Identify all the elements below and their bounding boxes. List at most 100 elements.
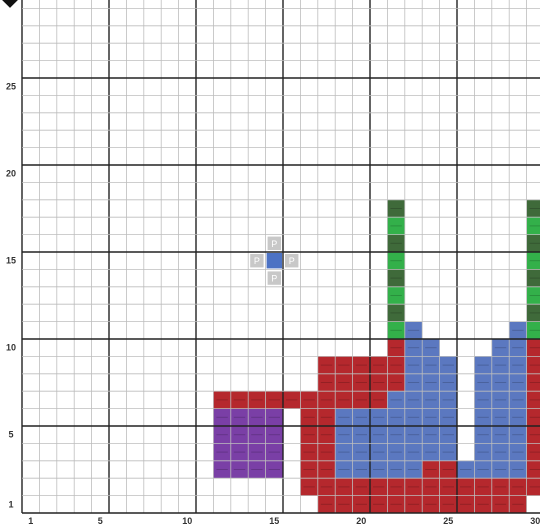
board-cell[interactable] — [317, 460, 336, 479]
board-cell[interactable] — [474, 478, 492, 496]
board-cell[interactable] — [335, 495, 353, 513]
board-cell[interactable] — [491, 356, 510, 374]
board-cell[interactable] — [422, 373, 440, 392]
board-cell[interactable] — [335, 391, 353, 409]
board-cell[interactable] — [387, 356, 405, 374]
board-cell[interactable] — [265, 426, 283, 444]
board-cell[interactable] — [300, 391, 318, 409]
board-cell[interactable] — [526, 460, 540, 479]
board-cell[interactable] — [352, 373, 370, 392]
board-cell[interactable] — [491, 478, 510, 496]
board-cell[interactable] — [526, 304, 540, 322]
board-cell[interactable] — [213, 391, 231, 409]
board-cell[interactable] — [422, 391, 440, 409]
board-cell[interactable] — [491, 339, 510, 357]
board-cell[interactable] — [404, 373, 423, 392]
board-cell[interactable] — [317, 356, 336, 374]
board-cell[interactable] — [526, 286, 540, 305]
board-cell[interactable] — [317, 495, 336, 513]
board-cell[interactable] — [474, 356, 492, 374]
board-cell[interactable] — [370, 495, 388, 513]
board-cell[interactable] — [370, 443, 388, 461]
placement-hint[interactable] — [267, 236, 281, 250]
board-cell[interactable] — [422, 426, 440, 444]
board-cell[interactable] — [439, 460, 457, 479]
board-cell[interactable] — [387, 495, 405, 513]
board-cell[interactable] — [317, 443, 336, 461]
board-cell[interactable] — [300, 443, 318, 461]
board-cell[interactable] — [457, 495, 475, 513]
board-cell[interactable] — [491, 408, 510, 426]
board-cell[interactable] — [422, 495, 440, 513]
board-cell[interactable] — [248, 426, 266, 444]
board-cell[interactable] — [387, 408, 405, 426]
board-cell[interactable] — [509, 321, 527, 339]
board-cell[interactable] — [352, 356, 370, 374]
board-cell[interactable] — [509, 478, 527, 496]
board-cell[interactable] — [491, 495, 510, 513]
board-cell[interactable] — [526, 234, 540, 252]
board-cell[interactable] — [352, 495, 370, 513]
board-cell[interactable] — [352, 478, 370, 496]
board-cell[interactable] — [509, 443, 527, 461]
board-cell[interactable] — [265, 391, 283, 409]
board-cell[interactable] — [509, 391, 527, 409]
board-cell[interactable] — [387, 460, 405, 479]
placement-hint[interactable] — [250, 254, 264, 268]
board-cell[interactable] — [404, 426, 423, 444]
board-cell[interactable] — [439, 478, 457, 496]
board-cell[interactable] — [404, 460, 423, 479]
board-cell[interactable] — [248, 408, 266, 426]
board-cell[interactable] — [230, 408, 249, 426]
board-cell[interactable] — [230, 426, 249, 444]
board-cell[interactable] — [509, 373, 527, 392]
board-cell[interactable] — [317, 373, 336, 392]
board-cell[interactable] — [387, 443, 405, 461]
board-cell[interactable] — [439, 408, 457, 426]
board-cell[interactable] — [387, 321, 405, 339]
board-cell[interactable] — [352, 391, 370, 409]
board-cell[interactable] — [474, 426, 492, 444]
board-cell[interactable] — [404, 478, 423, 496]
board-cell[interactable] — [265, 408, 283, 426]
board-cell[interactable] — [387, 304, 405, 322]
board-cell[interactable] — [439, 391, 457, 409]
board-cell[interactable] — [317, 408, 336, 426]
board-cell[interactable] — [491, 443, 510, 461]
board-cell[interactable] — [387, 199, 405, 218]
board-cell[interactable] — [352, 408, 370, 426]
board-cell[interactable] — [387, 234, 405, 252]
board-cell[interactable] — [335, 373, 353, 392]
board-cell[interactable] — [457, 460, 475, 479]
board-cell[interactable] — [335, 356, 353, 374]
board-cell[interactable] — [300, 460, 318, 479]
board-cell[interactable] — [422, 408, 440, 426]
board-cell[interactable] — [387, 478, 405, 496]
board-cell[interactable] — [317, 391, 336, 409]
board-cell[interactable] — [387, 252, 405, 270]
placement-hint[interactable] — [285, 254, 299, 268]
board-cell[interactable] — [439, 443, 457, 461]
board-cell[interactable] — [335, 478, 353, 496]
board-cell[interactable] — [526, 356, 540, 374]
board-cell[interactable] — [335, 426, 353, 444]
board-cell[interactable] — [526, 443, 540, 461]
board-cell[interactable] — [526, 321, 540, 339]
board-cell[interactable] — [474, 373, 492, 392]
board-cell[interactable] — [526, 339, 540, 357]
board-cell[interactable] — [370, 356, 388, 374]
board-cell[interactable] — [491, 426, 510, 444]
board-cell[interactable] — [474, 408, 492, 426]
board-cell[interactable] — [248, 460, 266, 479]
board-cell[interactable] — [352, 460, 370, 479]
board-cell[interactable] — [404, 408, 423, 426]
board-cell[interactable] — [509, 495, 527, 513]
board-cell[interactable] — [422, 356, 440, 374]
board-cell[interactable] — [352, 426, 370, 444]
board-cell[interactable] — [213, 443, 231, 461]
board-cell[interactable] — [509, 356, 527, 374]
board-cell[interactable] — [422, 460, 440, 479]
board-cell[interactable] — [404, 356, 423, 374]
board-cell[interactable] — [457, 478, 475, 496]
board-cell[interactable] — [248, 391, 266, 409]
